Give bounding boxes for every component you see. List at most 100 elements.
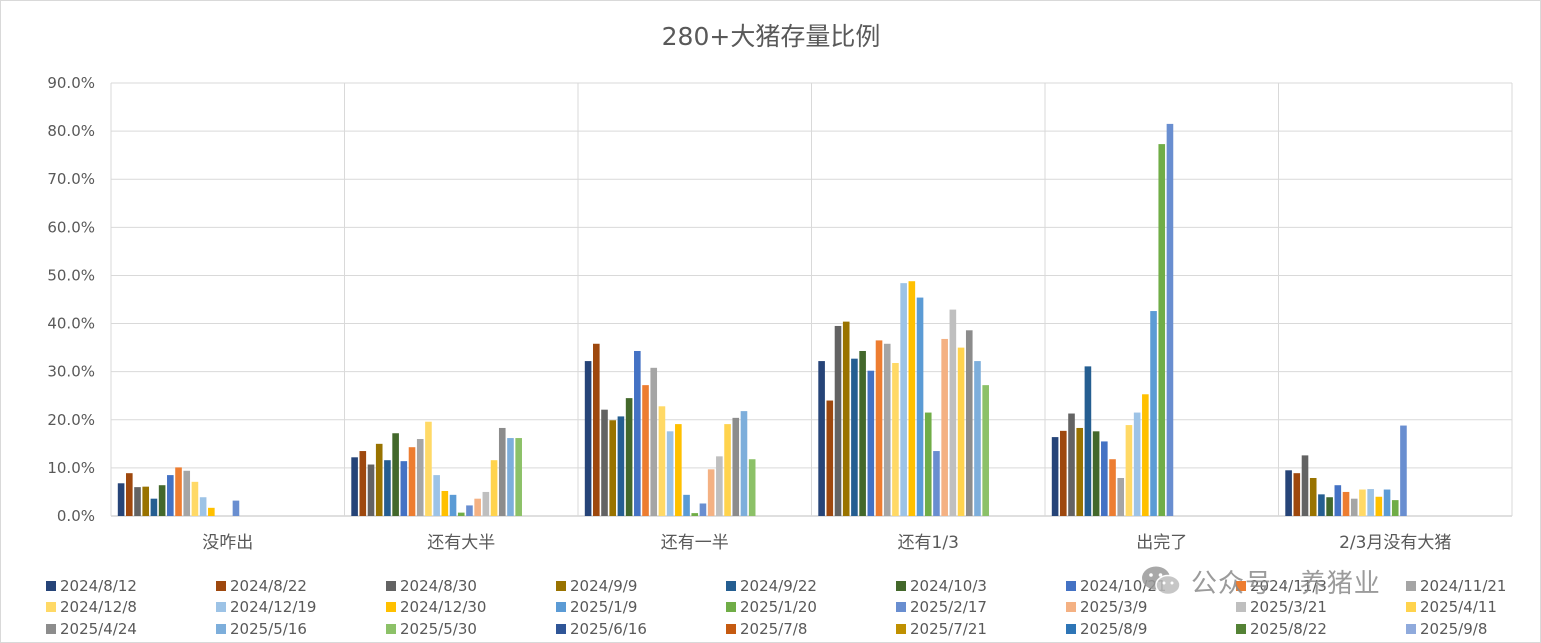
legend-swatch — [556, 602, 566, 612]
bar — [707, 469, 715, 516]
legend-swatch — [46, 581, 56, 591]
bar — [457, 512, 465, 516]
bar — [908, 281, 916, 516]
bar — [490, 460, 498, 516]
bar — [1367, 489, 1374, 516]
bar — [982, 385, 989, 516]
bar — [142, 486, 150, 516]
category-label: 还有大半 — [427, 533, 495, 553]
legend-swatch — [896, 581, 906, 591]
bar — [625, 398, 633, 516]
bar — [949, 309, 957, 516]
bar — [1301, 455, 1309, 516]
legend-swatch — [726, 602, 736, 612]
bar — [507, 438, 514, 516]
bar — [1342, 491, 1350, 516]
legend-swatch — [1066, 602, 1076, 612]
legend-swatch — [726, 581, 736, 591]
legend-label: 2024/11/3 — [1250, 577, 1327, 595]
y-tick-label: 80.0% — [47, 122, 95, 140]
bar — [1150, 311, 1157, 516]
legend-label: 2025/5/30 — [400, 620, 477, 638]
bar — [916, 297, 924, 516]
bar — [974, 361, 981, 516]
bar — [924, 412, 932, 516]
legend-swatch — [1406, 581, 1416, 591]
bar — [867, 370, 875, 516]
bar — [1318, 494, 1325, 516]
bar — [367, 464, 375, 516]
bar — [150, 498, 158, 516]
legend-swatch — [1406, 624, 1416, 634]
bar — [650, 367, 658, 516]
bar — [167, 475, 174, 516]
legend-label: 2024/8/30 — [400, 577, 477, 595]
legend-swatch — [386, 602, 396, 612]
bar — [441, 490, 449, 516]
legend-label: 2025/1/20 — [740, 598, 817, 616]
bar — [1375, 496, 1383, 516]
bar — [1084, 366, 1092, 516]
bar — [642, 385, 649, 516]
bar — [1051, 437, 1059, 516]
y-tick-label: 40.0% — [47, 315, 95, 333]
bar — [724, 424, 731, 516]
bar — [617, 416, 625, 516]
legend-label: 2025/8/22 — [1250, 620, 1327, 638]
legend-label: 2024/8/22 — [230, 577, 307, 595]
bar — [515, 438, 522, 516]
bar — [1359, 489, 1366, 516]
legend-label: 2024/12/19 — [230, 598, 316, 616]
wechat-icon — [1142, 566, 1181, 596]
bar — [1092, 431, 1100, 516]
watermark-text: 公众号 · 养猪业 — [1191, 568, 1381, 599]
bar — [351, 457, 358, 516]
bar — [1334, 485, 1342, 516]
bar — [834, 325, 842, 516]
bar — [199, 497, 207, 516]
legend: 2024/8/12 2024/8/22 2024/8/30 2024/9/9 2024/… — [46, 577, 1506, 638]
bar — [875, 340, 883, 516]
category-label: 还有一半 — [661, 533, 729, 553]
legend-label: 2025/3/9 — [1080, 598, 1147, 616]
bar — [965, 330, 973, 516]
legend-label: 2025/7/21 — [910, 620, 987, 638]
legend-label: 2024/12/30 — [400, 598, 486, 616]
bar — [359, 451, 367, 516]
bar — [482, 491, 490, 516]
legend-swatch — [1236, 581, 1246, 591]
bar — [1158, 144, 1166, 516]
bar — [601, 409, 608, 516]
bar — [498, 427, 506, 516]
legend-swatch — [556, 581, 566, 591]
y-tick-label: 20.0% — [47, 411, 95, 429]
chart-title: 280+大猪存量比例 — [662, 22, 881, 51]
bar — [384, 460, 391, 516]
bar — [1109, 459, 1116, 516]
bar — [1350, 498, 1358, 516]
y-tick-labels: 0.0% 10.0% 20.0% 30.0% 40.0% 50.0% 60.0% 70.0% 8… — [47, 74, 95, 525]
bar — [748, 459, 756, 516]
legend-swatch — [216, 581, 226, 591]
legend-label: 2025/9/8 — [1420, 620, 1487, 638]
legend-swatch — [216, 602, 226, 612]
bar — [732, 417, 740, 516]
bar — [416, 439, 424, 516]
y-tick-label: 30.0% — [47, 363, 95, 381]
bar — [716, 456, 723, 516]
legend-swatch — [1236, 624, 1246, 634]
bar — [183, 470, 191, 516]
bar — [425, 421, 432, 516]
category-label: 还有1/3 — [898, 533, 959, 553]
bar — [232, 500, 240, 516]
legend-swatch — [1406, 602, 1416, 612]
y-tick-label: 60.0% — [47, 218, 95, 236]
bar — [375, 443, 383, 516]
legend-label: 2025/2/17 — [910, 598, 987, 616]
bar — [175, 467, 182, 516]
category-label: 出完了 — [1136, 533, 1187, 553]
bar — [408, 447, 416, 516]
y-tick-label: 90.0% — [47, 74, 95, 92]
